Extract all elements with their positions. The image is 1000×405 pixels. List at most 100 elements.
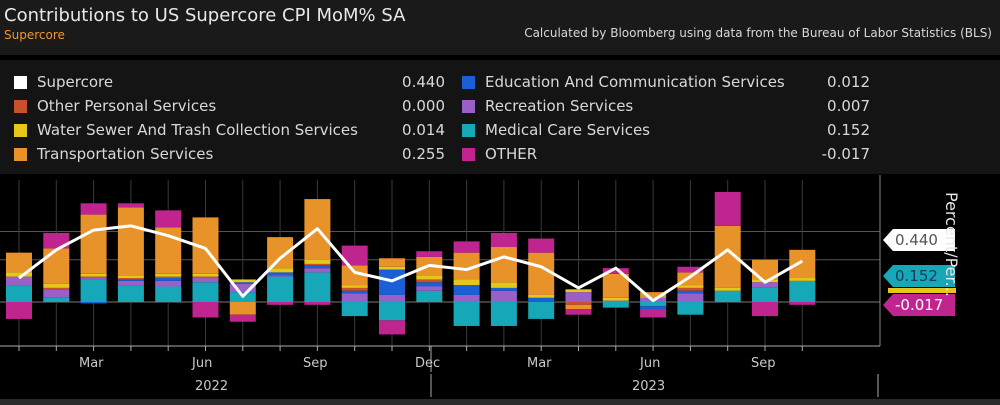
- bar-segment-other: [192, 302, 219, 318]
- legend: Supercore 0.440 Other Personal Services …: [0, 60, 1000, 174]
- legend-swatch: [462, 123, 475, 137]
- bar-segment-medical-care-services: [714, 290, 741, 302]
- value-tag-label: -0.017: [895, 296, 943, 314]
- legend-item-recreation[interactable]: Recreation Services: [462, 95, 633, 117]
- bar-segment-recreation-services: [43, 289, 70, 298]
- bar-segment-other-personal-services: [117, 278, 144, 280]
- bar-segment-water-sewer-and-trash-collection-services: [528, 294, 555, 298]
- bar-segment-medical-care-services: [752, 287, 778, 302]
- bar-segment-medical-care-services: [192, 282, 219, 302]
- bar-segment-medical-care-services: [6, 285, 32, 302]
- bar-segment-other: [267, 302, 294, 305]
- year-label: 2023: [632, 379, 666, 394]
- bar-segment-water-sewer-and-trash-collection-services: [267, 268, 294, 273]
- bar-segment-water-sewer-and-trash-collection-services: [565, 289, 592, 293]
- chart-plot: 0.440 0.152 -0.017: [0, 175, 956, 397]
- legend-swatch: [14, 75, 27, 89]
- bar-segment-medical-care-services: [677, 302, 704, 315]
- bar-segment-water-sewer-and-trash-collection-services: [379, 266, 405, 270]
- bar-segment-recreation-services: [416, 286, 443, 291]
- bar-segment-water-sewer-and-trash-collection-services: [602, 297, 629, 301]
- bar-segment-other: [490, 232, 517, 248]
- bar-segment-recreation-services: [6, 276, 32, 286]
- bar-segment-transportation-services: [752, 259, 778, 280]
- bar-segment-transportation-services: [379, 258, 405, 267]
- legend-item-transportation[interactable]: Transportation Services: [14, 143, 213, 165]
- bar-segment-transportation-services: [640, 292, 667, 297]
- bar-segment-education-and-communication-services: [304, 265, 331, 269]
- bar-segment-water-sewer-and-trash-collection-services: [80, 273, 107, 277]
- bar-segment-other-personal-services: [677, 287, 704, 291]
- bar-segment-transportation-services: [341, 265, 368, 286]
- legend-value: 0.000: [402, 97, 445, 115]
- legend-value: 0.152: [827, 121, 870, 139]
- x-tick-label: Mar: [79, 356, 104, 371]
- legend-value: 0.007: [827, 97, 870, 115]
- bar-segment-water-sewer-and-trash-collection-services: [6, 272, 32, 277]
- value-tag: [883, 265, 955, 287]
- source-note: Calculated by Bloomberg using data from …: [524, 26, 992, 40]
- bar-segment-education-and-communication-services: [528, 297, 555, 302]
- legend-label: Transportation Services: [37, 145, 214, 163]
- bar-segment-other: [117, 203, 144, 208]
- bar-segment-transportation-services: [602, 273, 629, 298]
- bar-segment-water-sewer-and-trash-collection-services: [117, 275, 144, 279]
- legend-item-education[interactable]: Education And Communication Services: [462, 71, 785, 93]
- bar-segment-other: [714, 192, 741, 226]
- bar-segment-transportation-services: [565, 304, 592, 310]
- bar-segment-water-sewer-and-trash-collection-services: [490, 282, 517, 288]
- bottom-bar: [0, 399, 1000, 405]
- legend-item-water-sewer[interactable]: Water Sewer And Trash Collection Service…: [14, 119, 358, 141]
- bar-segment-other: [640, 309, 667, 318]
- chart-title: Contributions to US Supercore CPI MoM% S…: [4, 5, 406, 26]
- legend-item-other[interactable]: OTHER: [462, 143, 537, 165]
- legend-item-other-personal[interactable]: Other Personal Services: [14, 95, 216, 117]
- bar-segment-medical-care-services: [416, 290, 443, 302]
- bar-segment-recreation-services: [602, 300, 629, 302]
- bar-segment-recreation-services: [752, 282, 778, 288]
- bar-segment-medical-care-services: [117, 285, 144, 302]
- bar-segment-other: [789, 302, 816, 305]
- x-tick-label: Mar: [527, 356, 552, 371]
- legend-swatch: [14, 99, 27, 113]
- bar-segment-recreation-services: [379, 294, 405, 302]
- x-tick-label: Sep: [751, 356, 776, 371]
- bar-segment-transportation-services: [789, 249, 816, 279]
- bar-segment-other: [80, 203, 107, 215]
- legend-label: Supercore: [37, 73, 114, 91]
- bar-segment-other-personal-services: [192, 276, 219, 279]
- x-tick-label: Sep: [303, 356, 328, 371]
- bar-segment-other: [155, 210, 182, 228]
- bar-segment-other: [677, 266, 704, 273]
- legend-label: Recreation Services: [485, 97, 634, 115]
- value-tag: [883, 294, 955, 316]
- bar-segment-education-and-communication-services: [117, 279, 144, 281]
- legend-item-medical[interactable]: Medical Care Services: [462, 119, 650, 141]
- value-tag-label: 0.152: [895, 267, 938, 285]
- bar-segment-recreation-services: [453, 294, 480, 302]
- bar-segment-other: [752, 302, 778, 317]
- legend-item-supercore[interactable]: Supercore: [14, 71, 113, 93]
- tag-water-edge: [888, 288, 956, 293]
- bar-segment-education-and-communication-services: [640, 306, 667, 310]
- bar-segment-education-and-communication-services: [267, 272, 294, 276]
- bar-segment-medical-care-services: [155, 286, 182, 302]
- bar-segment-water-sewer-and-trash-collection-services: [304, 259, 331, 264]
- bar-segment-other: [528, 238, 555, 253]
- bar-segment-water-sewer-and-trash-collection-services: [416, 275, 443, 280]
- y-axis-label: Percent/Per...: [942, 192, 961, 297]
- bar-segment-other-personal-services: [43, 287, 70, 290]
- year-label: 2022: [195, 379, 229, 394]
- legend-label: Other Personal Services: [37, 97, 217, 115]
- bar-segment-transportation-services: [528, 252, 555, 295]
- bar-segment-other: [565, 309, 592, 315]
- bar-segment-education-and-communication-services: [490, 287, 517, 291]
- bar-segment-medical-care-services: [602, 302, 629, 308]
- bar-segment-transportation-services: [229, 302, 256, 315]
- bar-segment-water-sewer-and-trash-collection-services: [640, 296, 667, 298]
- legend-value: 0.014: [402, 121, 445, 139]
- bar-segment-recreation-services: [490, 290, 517, 302]
- bar-segment-other-personal-services: [80, 276, 107, 279]
- bar-segment-other-personal-services: [155, 276, 182, 279]
- bar-segment-medical-care-services: [267, 276, 294, 302]
